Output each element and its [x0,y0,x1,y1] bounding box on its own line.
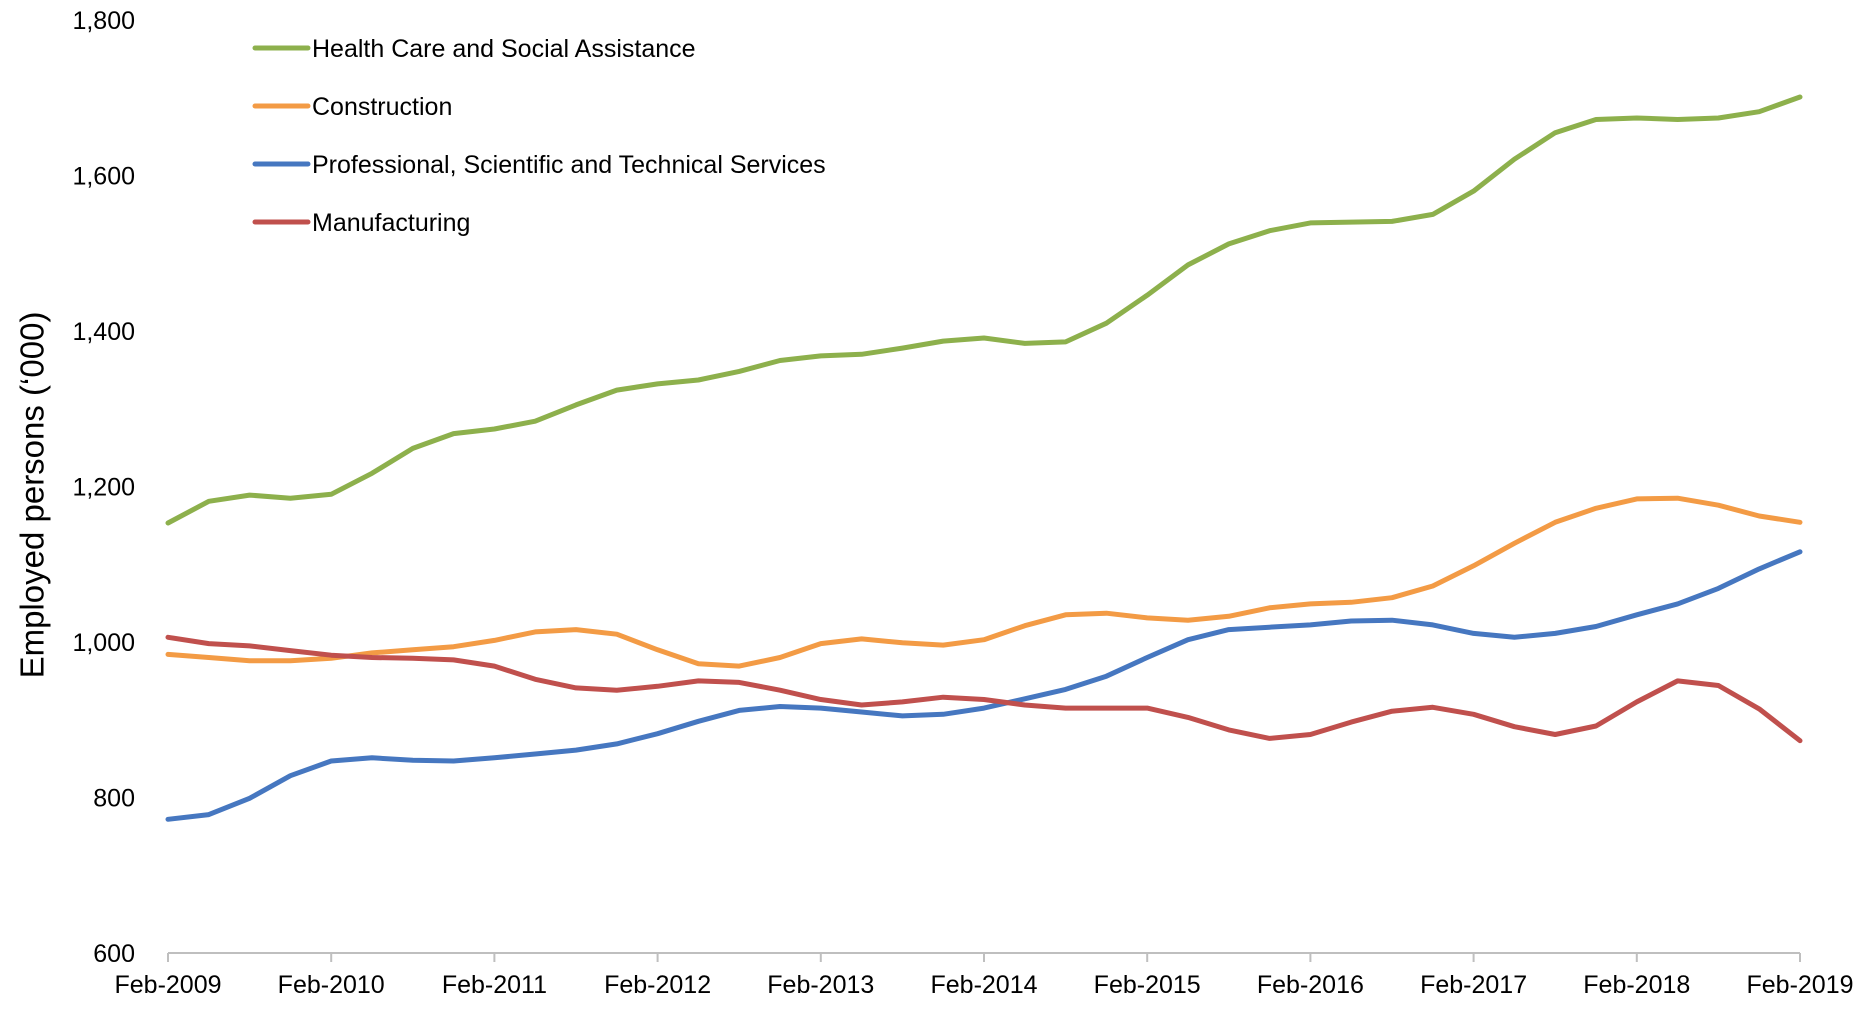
y-tick-label: 1,800 [72,7,135,35]
y-tick-label: 600 [93,940,135,968]
x-tick-label: Feb-2012 [604,971,711,999]
x-tick-label: Feb-2019 [1746,971,1853,999]
series-line-1 [165,495,1803,669]
y-tick-label: 800 [93,784,135,812]
x-tick-label: Feb-2016 [1257,971,1364,999]
legend-label-2: Professional, Scientific and Technical S… [312,151,826,179]
x-tick-label: Feb-2015 [1094,971,1201,999]
x-tick-label: Feb-2009 [114,971,221,999]
y-tick-label: 1,600 [72,162,135,190]
legend-label-1: Construction [312,93,452,121]
y-tick-label: 1,200 [72,473,135,501]
x-tick-label: Feb-2017 [1420,971,1527,999]
y-tick-label: 1,400 [72,318,135,346]
legend-label-3: Manufacturing [312,209,470,237]
axes: 600 800 1,000 1,200 1,400 1,600 1,800 Feb-2009 F… [72,7,1853,999]
y-tick-label: 1,000 [72,629,135,657]
series-layer [165,94,1803,822]
series-line-3 [165,634,1803,744]
series-line-0 [165,94,1803,526]
legend: Health Care and Social Assistance Constru… [252,35,826,237]
series-line-2 [165,549,1803,822]
x-tick-label: Feb-2013 [767,971,874,999]
legend-label-0: Health Care and Social Assistance [312,35,696,63]
y-axis-title: Employed persons (‘000) [14,312,51,679]
x-tick-label: Feb-2010 [278,971,385,999]
x-tick-label: Feb-2018 [1583,971,1690,999]
x-tick-label: Feb-2011 [442,971,547,999]
x-tick-label: Feb-2014 [930,971,1037,999]
